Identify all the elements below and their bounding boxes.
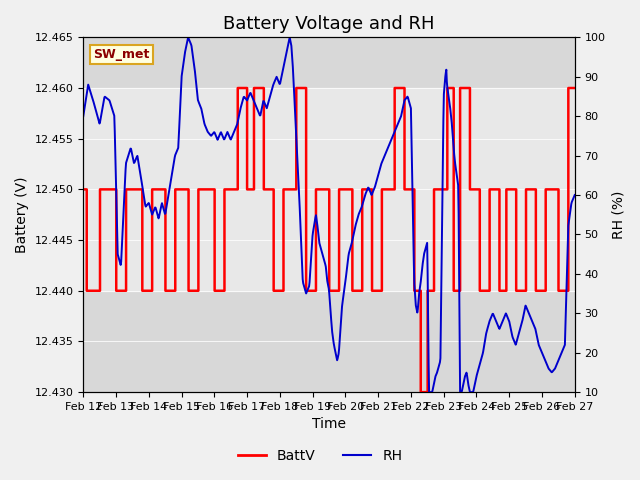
Title: Battery Voltage and RH: Battery Voltage and RH — [223, 15, 435, 33]
Y-axis label: Battery (V): Battery (V) — [15, 177, 29, 253]
Y-axis label: RH (%): RH (%) — [611, 191, 625, 239]
Bar — [83, 88, 575, 291]
X-axis label: Time: Time — [312, 418, 346, 432]
Text: SW_met: SW_met — [93, 48, 150, 61]
Legend: BattV, RH: BattV, RH — [232, 443, 408, 468]
